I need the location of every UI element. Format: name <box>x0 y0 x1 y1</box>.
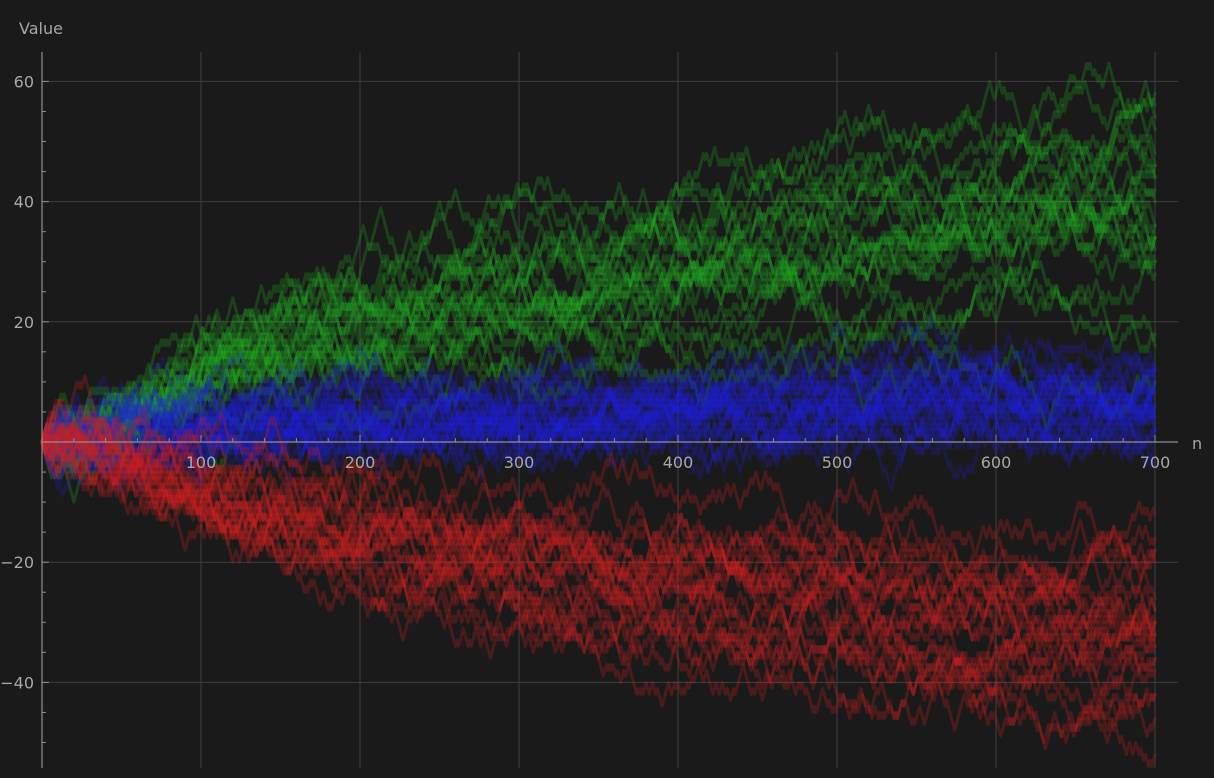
series-line-2-16 <box>40 434 1157 738</box>
series-line-2-8 <box>40 416 1157 678</box>
series-line-1-25 <box>40 386 1157 498</box>
series-line-2-18 <box>40 422 1157 720</box>
series-layer <box>40 61 1157 768</box>
series-line-2-9 <box>40 440 1157 702</box>
series-line-1-24 <box>40 320 1157 486</box>
series-line-2-3 <box>40 428 1157 768</box>
series-line-1-12 <box>40 332 1157 486</box>
y-axis-label: Value <box>19 19 63 38</box>
y-tick-label--20: −20 <box>0 553 34 572</box>
series-line-0-20 <box>40 79 1157 456</box>
series-line-2-20 <box>40 422 1157 642</box>
series-line-1-28 <box>40 362 1157 486</box>
x-tick-label-200: 200 <box>345 453 376 472</box>
series-line-0-16 <box>40 116 1157 474</box>
series-line-1-13 <box>40 338 1157 468</box>
series-group-0 <box>40 61 1157 504</box>
series-group-1 <box>40 314 1157 498</box>
series-line-1-17 <box>40 356 1157 468</box>
series-line-0-5 <box>40 260 1157 462</box>
series-line-1-6 <box>40 350 1157 456</box>
series-line-1-23 <box>40 350 1157 486</box>
series-line-1-16 <box>40 374 1157 468</box>
x-tick-label-100: 100 <box>186 453 217 472</box>
series-line-1-9 <box>40 350 1157 480</box>
series-line-2-6 <box>40 374 1157 606</box>
series-line-1-7 <box>40 338 1157 468</box>
x-tick-label-300: 300 <box>504 453 535 472</box>
series-line-2-4 <box>40 440 1157 690</box>
series-line-0-1 <box>40 212 1157 444</box>
x-axis-label: n <box>1192 434 1202 453</box>
series-line-2-13 <box>40 428 1157 636</box>
series-line-1-15 <box>40 356 1157 492</box>
series-line-0-0 <box>40 188 1157 480</box>
series-line-2-19 <box>40 422 1157 612</box>
x-tick-label-700: 700 <box>1140 453 1171 472</box>
series-line-2-21 <box>40 422 1157 696</box>
series-line-0-8 <box>40 97 1157 450</box>
series-line-0-23 <box>40 224 1157 456</box>
series-line-0-11 <box>40 176 1157 468</box>
series-line-1-26 <box>40 368 1157 480</box>
x-tick-label-600: 600 <box>981 453 1012 472</box>
series-line-1-20 <box>40 362 1157 462</box>
series-line-0-19 <box>40 326 1157 486</box>
grid <box>42 52 1178 768</box>
series-line-0-7 <box>40 188 1157 456</box>
x-tick-label-500: 500 <box>822 453 853 472</box>
series-line-1-1 <box>40 380 1157 474</box>
series-line-2-2 <box>40 428 1157 624</box>
series-line-1-2 <box>40 338 1157 456</box>
series-line-0-17 <box>40 158 1157 474</box>
series-group-2 <box>40 374 1157 768</box>
series-line-1-27 <box>40 314 1157 468</box>
series-line-0-22 <box>40 164 1157 462</box>
ticks: 100 200 300 400 500 600 700 −40 −20 20 40 60 <box>0 72 1171 743</box>
series-line-0-12 <box>40 236 1157 468</box>
series-line-0-4 <box>40 182 1157 450</box>
y-tick-label-20: 20 <box>14 313 34 332</box>
series-line-1-8 <box>40 320 1157 474</box>
series-line-1-19 <box>40 368 1157 480</box>
series-line-1-4 <box>40 356 1157 468</box>
y-tick-label-40: 40 <box>14 193 34 212</box>
series-line-1-10 <box>40 344 1157 492</box>
series-line-0-6 <box>40 272 1157 456</box>
series-line-0-10 <box>40 176 1157 444</box>
series-line-1-21 <box>40 356 1157 468</box>
series-line-0-18 <box>40 176 1157 456</box>
series-line-0-15 <box>40 188 1157 474</box>
series-line-2-10 <box>40 410 1157 690</box>
series-line-0-3 <box>40 206 1157 504</box>
series-line-0-14 <box>40 122 1157 462</box>
y-tick-label--40: −40 <box>0 673 34 692</box>
series-line-0-9 <box>40 79 1157 450</box>
series-line-2-23 <box>40 404 1157 642</box>
series-line-2-0 <box>40 410 1157 576</box>
series-line-0-13 <box>40 128 1157 480</box>
series-line-1-29 <box>40 362 1157 486</box>
series-line-2-15 <box>40 398 1157 654</box>
series-line-2-14 <box>40 410 1157 666</box>
series-line-1-11 <box>40 362 1157 462</box>
series-line-1-14 <box>40 350 1157 474</box>
series-line-1-22 <box>40 356 1157 474</box>
series-line-2-7 <box>40 416 1157 654</box>
x-tick-label-400: 400 <box>663 453 694 472</box>
series-line-1-0 <box>40 338 1157 486</box>
series-line-1-5 <box>40 344 1157 456</box>
y-tick-label-60: 60 <box>14 72 34 91</box>
series-line-2-12 <box>40 416 1157 606</box>
series-line-2-11 <box>40 422 1157 744</box>
series-line-2-17 <box>40 422 1157 642</box>
series-line-2-22 <box>40 434 1157 732</box>
series-line-1-3 <box>40 374 1157 468</box>
series-line-0-2 <box>40 134 1157 462</box>
series-line-0-21 <box>40 61 1157 450</box>
series-line-2-5 <box>40 404 1157 624</box>
series-line-2-1 <box>40 416 1157 696</box>
